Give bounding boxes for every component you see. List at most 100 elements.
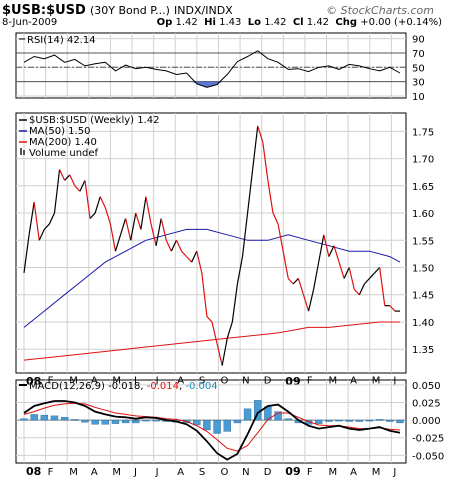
quote-high: 1.43: [219, 17, 242, 28]
macd-month-label: A: [177, 467, 184, 478]
price-line-segment: [140, 196, 147, 230]
price-line-segment: [145, 196, 152, 225]
rsi-legend-label: RSI(14) 42.14: [27, 35, 96, 46]
price-line-segment: [216, 343, 223, 366]
price-line-segment: [226, 321, 233, 339]
price-line-segment: [333, 245, 340, 263]
brand-watermark: © StockCharts.com: [326, 4, 434, 17]
price-tick-label: 1.70: [412, 155, 434, 166]
price-line-segment: [125, 218, 132, 241]
price-line-segment: [48, 212, 56, 225]
macd-month-label: M: [69, 467, 78, 478]
quote-line: 8-Jun-2009 Op 1.42 Hi 1.43 Lo 1.42 Cl 1.…: [2, 17, 442, 28]
price-legend-label: Volume undef: [29, 148, 99, 159]
price-line-segment: [363, 277, 370, 285]
macd-histogram-bar: [386, 419, 394, 422]
macd-histogram-bar: [396, 419, 404, 424]
price-panel: [15, 112, 407, 374]
macd-month-label: A: [350, 467, 357, 478]
ma200-line: [23, 321, 400, 361]
price-line-segment: [277, 223, 284, 252]
price-line-segment: [374, 267, 381, 274]
quote-date: 8-Jun-2009: [2, 17, 58, 28]
price-line-segment: [328, 245, 335, 257]
quote-close: 1.42: [306, 17, 330, 28]
price-month-label: M: [372, 375, 381, 386]
macd-histogram-bar: [345, 419, 353, 422]
macd-tick-label: -0.025: [412, 434, 444, 445]
price-line-segment: [353, 288, 360, 296]
price-month-label: D: [264, 375, 272, 386]
price-month-label: O: [220, 375, 228, 386]
macd-histogram-bar: [101, 419, 109, 425]
price-line-segment: [272, 212, 279, 225]
price-line-segment: [287, 277, 294, 285]
price-line-segment: [323, 234, 330, 257]
price-line-segment: [43, 223, 50, 230]
price-month-label: N: [242, 375, 249, 386]
macd-histogram-bar: [335, 419, 343, 422]
price-line-segment: [196, 251, 203, 274]
price-line-segment: [84, 180, 91, 219]
macd-histogram-bar: [274, 411, 282, 421]
price-line-segment: [175, 240, 183, 252]
exchange: INDX/INDX: [174, 4, 233, 17]
macd-histogram-bar: [355, 419, 364, 422]
price-line-segment: [155, 218, 162, 246]
quote-values: Op 1.42 Hi 1.43 Lo 1.42 Cl 1.42 Chg +0.0…: [156, 17, 442, 28]
price-line-segment: [130, 212, 137, 241]
macd-histogram-bar: [223, 419, 231, 432]
price-line-segment: [114, 234, 122, 252]
macd-histogram-bar: [152, 419, 160, 422]
price-tick-label: 1.75: [412, 127, 434, 138]
macd-histogram-bar: [91, 419, 99, 425]
price-line-segment: [69, 174, 76, 187]
macd-histogram-bar: [40, 414, 49, 421]
symbol-description: (30Y Bond P...): [89, 4, 170, 17]
rsi-line: [23, 50, 401, 88]
price-line-segment: [257, 125, 264, 143]
price-month-label: J: [155, 375, 159, 386]
volume-legend-swatch: [20, 148, 22, 155]
macd-histogram-bar: [60, 417, 69, 421]
macd-histogram-bar: [193, 419, 201, 426]
price-line-segment: [79, 180, 86, 192]
macd-month-label: S: [199, 467, 205, 478]
price-line-segment: [267, 180, 274, 214]
macd-month-label: M: [329, 467, 338, 478]
macd-histogram-bar: [213, 419, 221, 434]
quote-change: +0.00 (+0.14%): [360, 17, 442, 28]
price-line-segment: [59, 169, 66, 181]
ma50-line: [23, 228, 401, 328]
rsi-tick-label: 30: [412, 78, 425, 89]
price-tick-label: 1.50: [412, 264, 434, 275]
price-tick-label: 1.65: [412, 182, 434, 193]
macd-month-label: N: [242, 467, 249, 478]
macd-month-label: D: [264, 467, 272, 478]
price-legend-label: $USB:$USD (Weekly) 1.42: [29, 115, 160, 126]
chart-title: $USB:$USD (30Y Bond P...) INDX/INDX: [2, 3, 233, 18]
price-month-label: 09: [285, 375, 300, 388]
macd-month-label: M: [372, 467, 381, 478]
volume-legend-swatch: [23, 150, 25, 155]
macd-month-label: O: [220, 467, 228, 478]
macd-histogram-bar: [111, 419, 120, 424]
price-tick-label: 1.40: [412, 318, 434, 329]
macd-histogram-bar: [142, 419, 150, 422]
price-line-segment: [191, 250, 198, 263]
price-line-segment: [170, 240, 177, 252]
price-line-segment: [119, 218, 127, 236]
price-line-segment: [221, 338, 228, 366]
macd-histogram-bar: [365, 419, 374, 422]
macd-month-label: J: [392, 467, 396, 478]
macd-line: [23, 400, 401, 461]
price-month-label: M: [112, 375, 121, 386]
macd-histogram-bar: [121, 419, 130, 424]
price-line-segment: [307, 289, 315, 312]
price-line-segment: [160, 218, 167, 241]
price-line-segment: [246, 169, 254, 214]
macd-month-label: F: [307, 467, 313, 478]
macd-tick-label: 0.025: [412, 398, 441, 409]
macd-histogram-bar: [375, 419, 384, 421]
price-line-segment: [201, 272, 208, 317]
